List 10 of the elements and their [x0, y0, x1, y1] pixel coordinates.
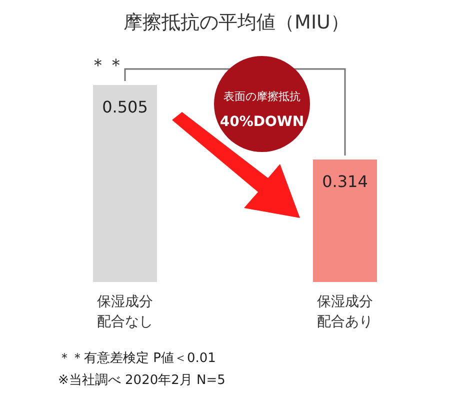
annotation: 表面の摩擦抵抗 [224, 90, 300, 103]
annotation: 40%DOWN [220, 114, 304, 130]
text: ※当社調べ 2020年2月 N=5 [58, 373, 226, 388]
x-tick-label: 保湿成分配合あり [317, 294, 373, 330]
x-tick-label: 保湿成分配合なし [97, 294, 153, 330]
text: ＊＊ [89, 55, 125, 76]
text: ＊＊有意差検定 P値＜0.01 [58, 351, 216, 366]
data-label: 0.505 [102, 98, 148, 117]
data-label: 0.314 [322, 172, 368, 192]
chart-title: 摩擦抵抗の平均値（MIU） [124, 12, 350, 34]
